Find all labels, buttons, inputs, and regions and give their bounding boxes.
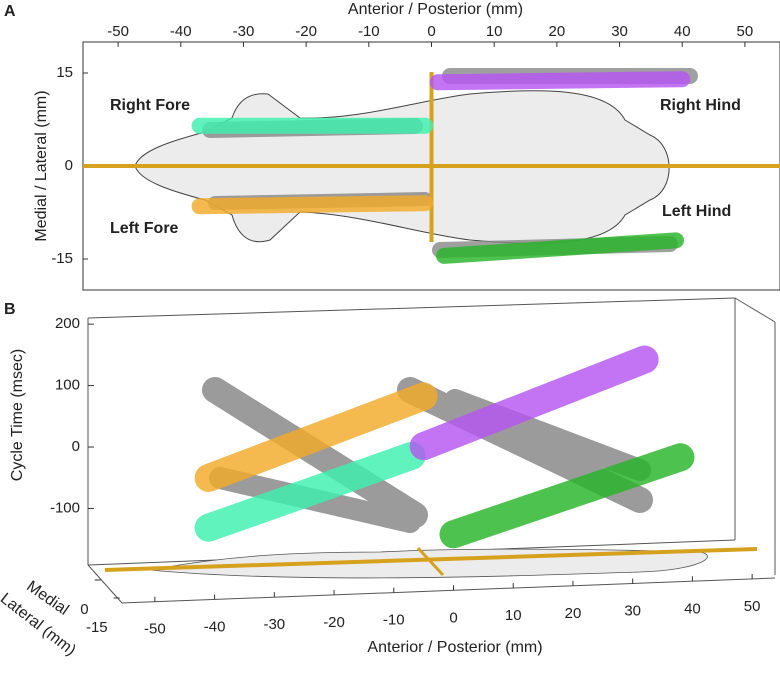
y-axis-title: Cycle Time (msec) [9, 349, 26, 481]
y-axis-title: Medial / Lateral (mm) [33, 90, 50, 241]
x-tick-label: -10 [383, 612, 405, 629]
x-tick-label: 20 [565, 605, 582, 622]
x-tick-label: 10 [486, 23, 503, 40]
legend-label: Right Fore [110, 97, 190, 114]
y-tick-label: -15 [51, 250, 73, 267]
trajectory [436, 232, 684, 264]
x-tick-label: 40 [684, 600, 701, 617]
trajectory [439, 443, 695, 549]
y-tick-label: 15 [56, 64, 73, 81]
y-tick-label: 100 [55, 377, 80, 394]
box-edge [121, 577, 776, 604]
x-tick-label: 40 [674, 23, 691, 40]
x-axis-title: Anterior / Posterior (mm) [348, 1, 523, 18]
x-tick-label: -50 [107, 23, 129, 40]
trajectory [191, 195, 434, 215]
midline [104, 547, 758, 572]
x-tick-label: -10 [358, 23, 380, 40]
x-tick-label: -40 [170, 23, 192, 40]
y-tick-label: -100 [50, 499, 80, 516]
x-tick-label: 30 [624, 603, 641, 620]
x-axis-title: Anterior / Posterior (mm) [367, 639, 542, 656]
x-tick-label: -40 [204, 618, 226, 635]
panel-label: B [4, 301, 16, 318]
trajectory [194, 441, 426, 542]
y-tick-label: 200 [55, 315, 80, 332]
x-tick-label: 10 [505, 607, 522, 624]
x-tick-label: 50 [737, 23, 754, 40]
x-tick-label: 0 [449, 609, 457, 626]
x-tick-label: 50 [744, 598, 761, 615]
y-tick-label: 0 [72, 438, 80, 455]
x-tick-label: 30 [611, 23, 628, 40]
legend-label: Left Fore [110, 220, 179, 237]
x-tick-label: -30 [263, 616, 285, 633]
x-tick-label: -20 [323, 614, 345, 631]
z-tick-label: -15 [86, 619, 108, 636]
legend-label: Left Hind [662, 203, 731, 220]
trajectory [194, 382, 438, 492]
trajectory [409, 345, 659, 461]
panel-label: A [4, 3, 16, 20]
z-tick-label: 0 [80, 601, 88, 618]
x-tick-label: 0 [427, 23, 435, 40]
x-tick-label: -20 [295, 23, 317, 40]
legend-label: Right Hind [660, 97, 741, 114]
box-edge [87, 564, 123, 604]
x-tick-label: -30 [233, 23, 255, 40]
box-edge [734, 297, 776, 323]
midline-cross [416, 546, 445, 577]
x-tick-label: -50 [144, 621, 166, 638]
trajectory [429, 71, 691, 91]
box-edge [87, 297, 736, 319]
x-tick-label: 20 [549, 23, 566, 40]
y-tick-label: 0 [65, 157, 73, 174]
